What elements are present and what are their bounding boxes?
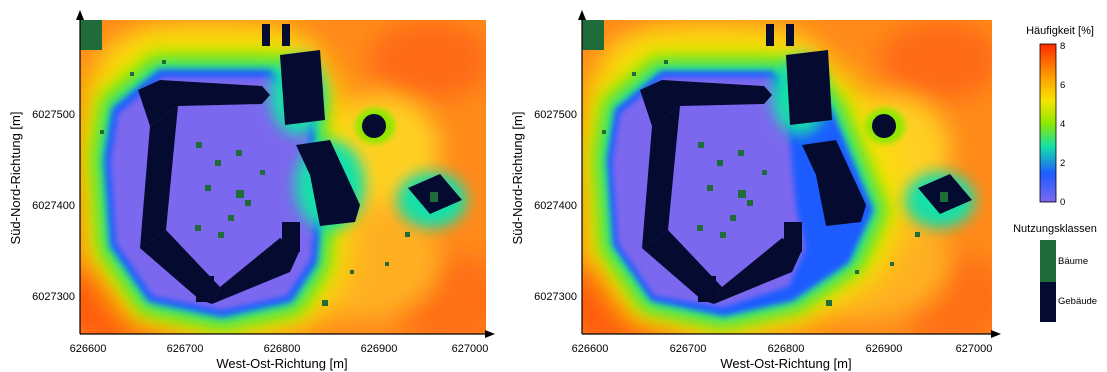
colorbar-tick: 4 bbox=[1060, 119, 1065, 130]
colorbar-tick: 2 bbox=[1060, 158, 1065, 169]
trees-left bbox=[80, 20, 438, 306]
map-panel-right: 626600 626700 626800 626900 627000 60275… bbox=[510, 10, 1001, 371]
legend-swatch-trees bbox=[1040, 240, 1056, 282]
y-tick: 6027300 bbox=[534, 291, 577, 303]
legend-label-buildings: Gebäude bbox=[1058, 296, 1097, 307]
x-tick: 626800 bbox=[264, 343, 301, 355]
x-tick: 626700 bbox=[167, 343, 204, 355]
y-tick: 6027400 bbox=[32, 200, 75, 212]
y-axis-title: Süd-Nord-Richtung [m] bbox=[510, 112, 525, 245]
x-tick: 627000 bbox=[452, 343, 489, 355]
trees-right bbox=[582, 20, 948, 306]
x-tick: 626700 bbox=[670, 343, 707, 355]
x-tick: 626900 bbox=[361, 343, 398, 355]
x-tick: 626800 bbox=[768, 343, 805, 355]
buildings-left bbox=[262, 24, 462, 226]
frequency-legend-title: Häufigkeit [%] bbox=[1026, 25, 1094, 37]
legend-label-trees: Bäume bbox=[1058, 256, 1088, 267]
x-tick: 627000 bbox=[956, 343, 993, 355]
x-tick: 626600 bbox=[70, 343, 107, 355]
frequency-legend: Häufigkeit [%] 8 6 4 2 0 bbox=[1026, 25, 1094, 208]
x-axis-title: West-Ost-Richtung [m] bbox=[216, 356, 347, 371]
x-tick: 626900 bbox=[866, 343, 903, 355]
y-tick: 6027500 bbox=[32, 109, 75, 121]
frequency-colorbar bbox=[1039, 43, 1057, 203]
colorbar-tick: 0 bbox=[1060, 197, 1065, 208]
landuse-legend-title: Nutzungsklassen bbox=[1013, 223, 1097, 235]
colorbar-tick: 8 bbox=[1060, 41, 1065, 52]
y-tick: 6027400 bbox=[534, 200, 577, 212]
frequency-raster-right bbox=[582, 20, 992, 334]
legend-swatch-buildings bbox=[1040, 282, 1056, 322]
frequency-raster-left bbox=[80, 20, 486, 334]
colorbar-tick: 6 bbox=[1060, 80, 1065, 91]
y-tick: 6027300 bbox=[32, 291, 75, 303]
fortress-building-right bbox=[628, 80, 802, 304]
landuse-legend: Nutzungsklassen Bäume Gebäude bbox=[1013, 223, 1097, 322]
y-tick: 6027500 bbox=[534, 109, 577, 121]
x-tick: 626600 bbox=[572, 343, 609, 355]
map-panel-left: 626600 626700 626800 626900 627000 60275… bbox=[8, 10, 495, 371]
x-axis-title: West-Ost-Richtung [m] bbox=[720, 356, 851, 371]
fortress-building-left bbox=[126, 80, 300, 304]
y-axis-title: Süd-Nord-Richtung [m] bbox=[8, 112, 23, 245]
